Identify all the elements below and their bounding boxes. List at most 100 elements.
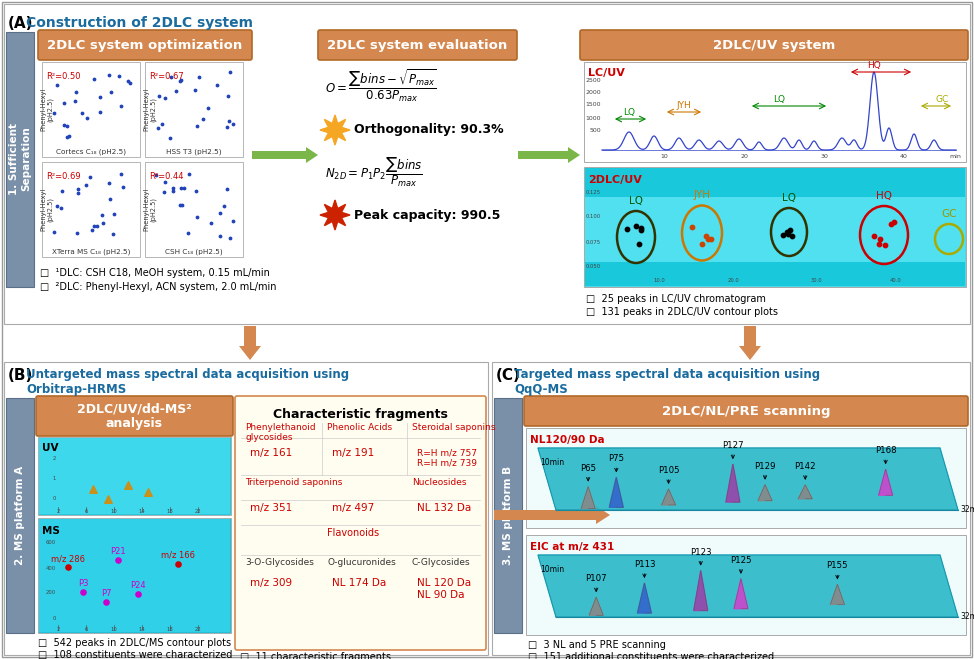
Point xyxy=(157,93,172,103)
Text: 1000: 1000 xyxy=(585,115,601,121)
Point xyxy=(82,172,97,183)
Point xyxy=(872,239,887,250)
Bar xyxy=(39,519,230,632)
Text: 2: 2 xyxy=(56,509,59,514)
Text: □  3 NL and 5 PRE scanning: □ 3 NL and 5 PRE scanning xyxy=(528,640,666,650)
Text: 600: 600 xyxy=(46,540,56,546)
Text: 10min: 10min xyxy=(540,565,564,574)
Text: Phenyl-Hexyl
(pH2.5): Phenyl-Hexyl (pH2.5) xyxy=(40,88,54,131)
Point xyxy=(172,76,188,87)
Text: R=H m/z 757: R=H m/z 757 xyxy=(417,448,477,457)
Point xyxy=(188,185,204,196)
Text: 0: 0 xyxy=(53,616,56,621)
Text: $O = \dfrac{\sum bins - \sqrt{P_{max}}}{0.63P_{max}}$: $O = \dfrac{\sum bins - \sqrt{P_{max}}}{… xyxy=(325,68,437,104)
Text: 18: 18 xyxy=(167,509,173,514)
Bar xyxy=(6,32,34,287)
Text: □  ²DLC: Phenyl-Hexyl, ACN system, 2.0 mL/min: □ ²DLC: Phenyl-Hexyl, ACN system, 2.0 mL… xyxy=(40,282,277,292)
Point xyxy=(212,208,228,218)
Point xyxy=(94,210,110,220)
Text: NL120/90 Da: NL120/90 Da xyxy=(530,435,605,445)
Text: 2DLC/UV: 2DLC/UV xyxy=(588,175,642,185)
Text: Flavonoids: Flavonoids xyxy=(327,528,379,538)
Text: P129: P129 xyxy=(754,462,775,471)
Text: Peak capacity: 990.5: Peak capacity: 990.5 xyxy=(354,208,501,221)
Bar xyxy=(42,162,140,257)
Text: (B): (B) xyxy=(8,368,33,383)
Text: GC: GC xyxy=(941,209,956,219)
Text: NL 120 Da: NL 120 Da xyxy=(417,578,471,588)
Text: 500: 500 xyxy=(589,129,601,134)
Text: Nucleosides: Nucleosides xyxy=(412,478,467,487)
Text: 2: 2 xyxy=(56,627,59,632)
Text: 0: 0 xyxy=(53,496,56,501)
Bar xyxy=(145,162,243,257)
Point xyxy=(180,227,196,238)
Point xyxy=(86,221,101,231)
Point xyxy=(189,121,205,131)
Text: Phenyl-Hexyl
(pH2.5): Phenyl-Hexyl (pH2.5) xyxy=(40,188,54,231)
Point xyxy=(61,130,77,141)
Text: 2DLC/UV system: 2DLC/UV system xyxy=(713,38,835,51)
Point xyxy=(633,225,649,235)
Point xyxy=(703,234,719,244)
Point xyxy=(187,85,203,96)
Point xyxy=(93,106,108,117)
Text: min: min xyxy=(949,154,961,159)
Text: R²=0.50: R²=0.50 xyxy=(46,72,81,81)
Text: Phenyl-Hexyl
(pH2.5): Phenyl-Hexyl (pH2.5) xyxy=(143,188,157,231)
Point xyxy=(222,67,238,78)
Text: P105: P105 xyxy=(657,466,680,475)
Point xyxy=(131,588,146,599)
Text: 14: 14 xyxy=(138,509,145,514)
Bar xyxy=(494,398,522,633)
Point xyxy=(176,183,192,193)
Bar xyxy=(4,4,970,324)
Text: Orthogonality: 90.3%: Orthogonality: 90.3% xyxy=(354,123,504,136)
Point xyxy=(223,233,239,243)
Polygon shape xyxy=(879,469,892,496)
Bar xyxy=(145,62,243,157)
Point xyxy=(195,114,210,125)
Text: 1500: 1500 xyxy=(585,103,601,107)
Point xyxy=(113,169,129,179)
Point xyxy=(872,233,887,244)
Text: P127: P127 xyxy=(722,441,744,450)
Text: 10: 10 xyxy=(111,627,118,632)
Text: 32min: 32min xyxy=(960,612,974,621)
Text: 2DLC/NL/PRE scanning: 2DLC/NL/PRE scanning xyxy=(661,405,830,418)
Polygon shape xyxy=(320,200,350,230)
FancyBboxPatch shape xyxy=(524,396,968,426)
Text: (A): (A) xyxy=(8,16,33,31)
Polygon shape xyxy=(661,489,676,505)
Text: m/z 286: m/z 286 xyxy=(51,554,85,563)
Text: □  131 peaks in 2DLC/UV contour plots: □ 131 peaks in 2DLC/UV contour plots xyxy=(586,307,778,317)
Point xyxy=(166,186,181,196)
Text: P168: P168 xyxy=(875,446,896,455)
Polygon shape xyxy=(320,115,350,145)
Point xyxy=(84,225,99,236)
Text: m/z 497: m/z 497 xyxy=(332,503,374,513)
Point xyxy=(95,217,111,228)
Text: C-Glycosides: C-Glycosides xyxy=(412,558,470,567)
Point xyxy=(54,186,69,196)
Text: 10: 10 xyxy=(660,154,668,159)
Text: R²=0.69: R²=0.69 xyxy=(46,172,81,181)
Point xyxy=(774,229,790,240)
Text: NL 90 Da: NL 90 Da xyxy=(417,590,465,600)
Text: 30: 30 xyxy=(820,154,828,159)
Polygon shape xyxy=(589,597,603,616)
Point xyxy=(173,74,189,85)
Text: 30.0: 30.0 xyxy=(810,278,822,283)
Point xyxy=(221,115,237,126)
Point xyxy=(628,221,644,231)
FancyBboxPatch shape xyxy=(580,30,968,60)
Point xyxy=(101,177,117,188)
Point xyxy=(58,121,74,131)
Text: 2DLC system optimization: 2DLC system optimization xyxy=(48,38,243,51)
Point xyxy=(120,480,135,490)
Bar xyxy=(6,398,34,633)
Text: P142: P142 xyxy=(795,462,816,471)
Point xyxy=(633,223,649,234)
Text: 1. Sufficient
Separation: 1. Sufficient Separation xyxy=(9,123,31,195)
Point xyxy=(114,101,130,112)
